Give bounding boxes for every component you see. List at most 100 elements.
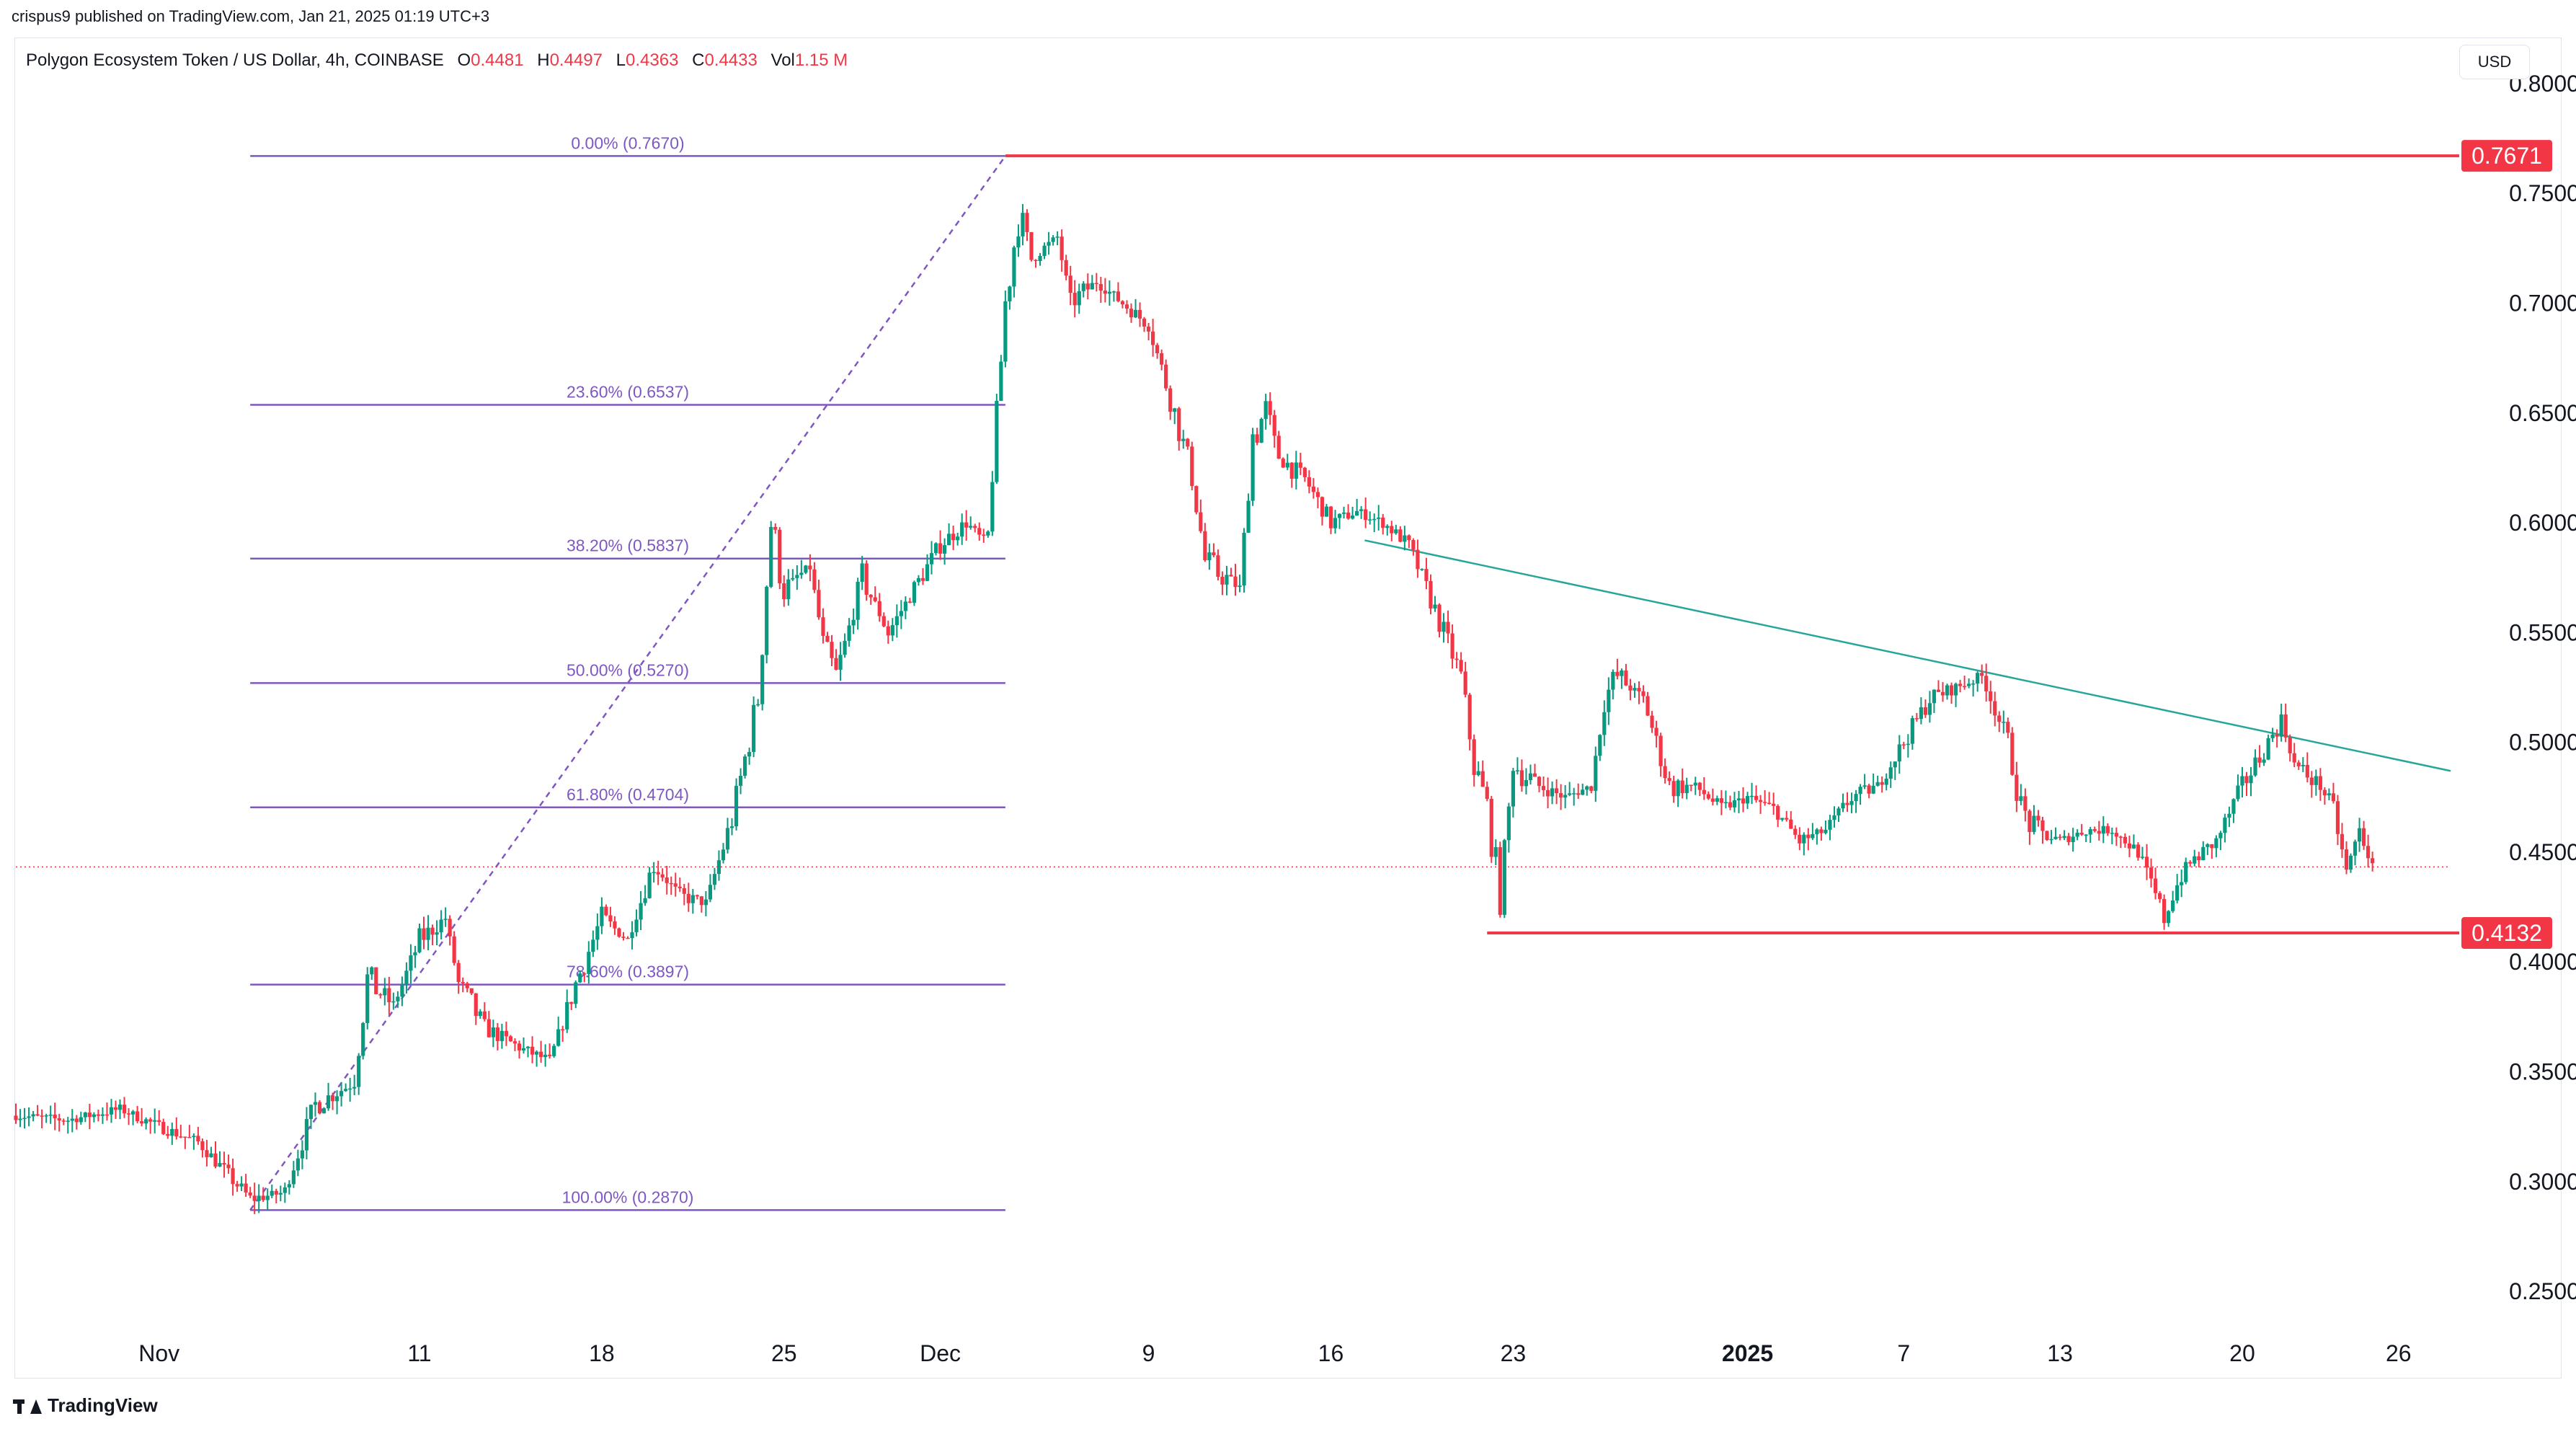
- candle-body: [378, 994, 383, 996]
- candle-body: [474, 993, 478, 1017]
- candle-body: [2140, 857, 2145, 858]
- candle-body: [1272, 415, 1276, 436]
- candle-body: [2240, 776, 2244, 786]
- candle-body: [192, 1136, 196, 1138]
- candle-body: [695, 895, 699, 897]
- candle-body: [2105, 826, 2110, 833]
- candle-body: [2244, 776, 2249, 784]
- candle-body: [608, 915, 613, 921]
- currency-unit-button[interactable]: USD: [2459, 45, 2530, 79]
- candle-body: [1798, 834, 1802, 844]
- candle-body: [2357, 828, 2362, 842]
- candle-body: [326, 1095, 331, 1109]
- candle-body: [2292, 753, 2296, 763]
- candle-body: [591, 939, 595, 952]
- candle-body: [2309, 777, 2314, 785]
- candle-body: [1871, 785, 1875, 794]
- candle-body: [2053, 836, 2058, 839]
- candle-body: [742, 756, 747, 776]
- candle-body: [656, 872, 660, 875]
- candle-body: [643, 898, 647, 903]
- candle-body: [148, 1119, 153, 1122]
- candle-body: [769, 526, 773, 587]
- candle-body: [2019, 796, 2023, 801]
- candle-body: [1146, 326, 1151, 332]
- candle-body: [1094, 283, 1098, 285]
- candle-body: [1953, 683, 1958, 696]
- candle-body: [712, 874, 717, 885]
- candle-body: [1772, 803, 1776, 806]
- descending-trendline: [1364, 539, 2451, 772]
- candle-body: [986, 531, 990, 536]
- candle-body: [830, 642, 834, 658]
- candle-body: [2092, 829, 2097, 831]
- candle-body: [569, 1001, 574, 1004]
- candle-body: [2231, 799, 2236, 814]
- candle-body: [1958, 683, 1963, 686]
- candle-body: [791, 578, 795, 580]
- candle-body: [2149, 867, 2154, 879]
- candle-body: [977, 528, 982, 535]
- candle-body: [1416, 549, 1420, 570]
- candle-body: [1398, 529, 1403, 542]
- candle-body: [1038, 255, 1042, 262]
- candle-body: [1767, 802, 1772, 804]
- candle-body: [1541, 786, 1546, 790]
- candle-body: [74, 1118, 79, 1123]
- candle-body: [760, 655, 765, 704]
- candle-body: [2262, 759, 2266, 763]
- symbol-name: Polygon Ecosystem Token / US Dollar, 4h,…: [26, 50, 444, 70]
- candle-body: [1411, 540, 1416, 550]
- candle-body: [1242, 532, 1246, 586]
- candle-body: [786, 579, 791, 600]
- candle-body: [626, 937, 630, 939]
- time-axis: Nov 11 18 25 Dec 9 16 23 2025 7 13 20 26: [138, 1340, 2411, 1366]
- candle-body: [2002, 722, 2006, 723]
- candle-body: [1624, 670, 1628, 686]
- candle-body: [587, 952, 591, 974]
- candle-body: [426, 927, 430, 940]
- candle-body: [330, 1095, 335, 1102]
- candle-body: [838, 655, 843, 670]
- candle-body: [265, 1195, 270, 1200]
- candle-body: [1390, 526, 1394, 534]
- candle-body: [1993, 701, 1997, 716]
- candle-body: [2062, 836, 2066, 839]
- candle-body: [916, 578, 921, 583]
- candle-body: [2371, 858, 2375, 864]
- candle-body: [1815, 829, 1819, 834]
- candle-body: [556, 1029, 561, 1046]
- candle-body: [1012, 247, 1016, 287]
- candle-body: [1133, 309, 1138, 318]
- candle-body: [196, 1136, 200, 1141]
- candle-body: [847, 625, 851, 641]
- time-tick-label: 23: [1501, 1340, 1527, 1366]
- candle-body: [982, 534, 986, 536]
- candle-body: [31, 1114, 35, 1117]
- candle-body: [1602, 712, 1607, 735]
- candle-body: [2066, 836, 2071, 842]
- candle-body: [1528, 773, 1533, 781]
- candle-body: [2344, 849, 2349, 870]
- candle-body: [600, 906, 604, 926]
- candle-body: [1736, 798, 1741, 801]
- candle-body: [2353, 841, 2358, 856]
- price-tick-label: 0.5000: [2509, 730, 2576, 756]
- candle-body: [179, 1136, 183, 1138]
- candle-body: [1550, 788, 1555, 797]
- candle-body: [308, 1105, 314, 1120]
- candle-body: [1459, 660, 1463, 672]
- candle-body: [1220, 576, 1225, 585]
- candle-body: [1173, 408, 1177, 412]
- candle-body: [1849, 801, 1854, 805]
- candle-body: [448, 919, 452, 937]
- candle-body: [1476, 771, 1480, 775]
- candle-body: [1429, 580, 1433, 609]
- candle-body: [278, 1193, 283, 1195]
- support-price-label-bg: [2461, 917, 2552, 950]
- candle-body: [126, 1113, 131, 1115]
- candle-body: [1194, 486, 1199, 513]
- candle-body: [1680, 780, 1684, 794]
- candle-body: [716, 860, 721, 875]
